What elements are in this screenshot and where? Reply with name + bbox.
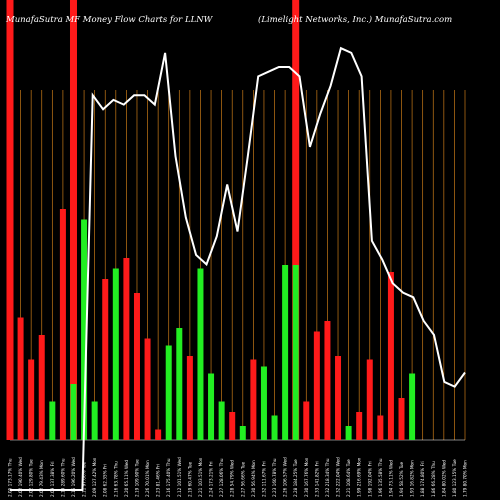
volume-bar: [133, 293, 140, 440]
volume-bar: [144, 338, 151, 440]
volume-bar: [197, 268, 204, 440]
volume-bar: [313, 331, 320, 440]
x-tick-label: 2.05 173.17% Thu: [8, 458, 13, 497]
x-tick-label: 2.23 160.78% Thu: [272, 458, 277, 497]
volume-bar: [81, 219, 88, 440]
x-tick-label: 1.88 174.80% Fri: [420, 461, 425, 497]
volume-bar: [303, 401, 310, 440]
x-tick-label: 1.96 135.58% Thu: [378, 458, 383, 497]
x-tick-label: 2.20 65.11% Wed: [124, 460, 129, 497]
volume-bar: [260, 366, 267, 440]
x-tick-label: 1.93 16.82% Mon: [410, 460, 415, 497]
highlight-column: [292, 0, 300, 440]
volume-bar: [229, 412, 236, 440]
x-tick-label: 2.27 128.06% Thu: [219, 458, 224, 497]
volume-bar: [155, 429, 162, 440]
price-line: [10, 46, 466, 491]
x-tick-label: 2.23 81.46% Fri: [156, 464, 161, 497]
volume-bar: [186, 356, 193, 440]
volume-bar: [398, 398, 405, 440]
x-tick-label: 1.98 192.04% Fri: [367, 461, 372, 497]
volume-bar: [409, 373, 416, 440]
x-tick-label: 2.12 101.51% Wed: [177, 457, 182, 497]
volume-bar: [282, 265, 289, 440]
volume-bar: [271, 415, 278, 440]
x-tick-label: 2.33 141.82% Fri: [314, 461, 319, 497]
x-tick-label: 2.32 218.34% Thu: [325, 458, 330, 497]
x-tick-label: 1.94 73.11% Wed: [388, 460, 393, 497]
volume-bar: [38, 335, 45, 440]
x-tick-label: 1.80 123.15% Tue: [452, 459, 457, 497]
x-tick-label: 2.26 70.01% Mon: [145, 460, 150, 497]
volume-bar: [112, 268, 119, 440]
x-tick-label: 2.24 173.21% Fri: [209, 461, 214, 497]
grid-lines: [9, 90, 466, 441]
volume-bar: [91, 401, 98, 440]
x-tick-label: 1.86 66.28% Thu: [431, 461, 436, 497]
highlight-column: [69, 0, 77, 440]
x-tick-label: 2.19 289.60% Thu: [60, 458, 65, 497]
x-tick-label: 2.30 56.94% Mon: [251, 460, 256, 497]
volume-bar: [59, 209, 66, 440]
x-tick-label: 2.28 54.79% Wed: [230, 460, 235, 497]
volume-bar: [17, 317, 24, 440]
header-right: (Limelight Networks, Inc.) MunafaSutra.c…: [258, 14, 452, 25]
volume-bar: [366, 359, 373, 440]
volume-bar: [377, 415, 384, 440]
volume-bar: [218, 401, 225, 440]
x-tick-label: 2.28 184.25% Tue: [293, 459, 298, 497]
volume-bar: [176, 328, 183, 440]
x-tick-label: 2.16 175.40% Thu: [166, 458, 171, 497]
volume-bar: [70, 384, 77, 440]
highlight-column: [6, 0, 14, 440]
volume-bar: [387, 272, 394, 440]
x-tick-label: 2.08 62.35% Fri: [103, 464, 108, 497]
volume-bar: [102, 279, 109, 440]
x-tick-label: 2.02 129.80% Tue: [29, 459, 34, 497]
x-tick-label: 2.15 196.20% Wed: [71, 457, 76, 497]
volume-bar: [345, 426, 352, 440]
x-tick-label: 2.09 137.38% Fri: [50, 461, 55, 497]
x-tick-label: 2.19 109.90% Tue: [134, 459, 139, 497]
volume-bar: [123, 258, 130, 440]
volume-bar: [49, 401, 56, 440]
x-tick-label: 2.32 222.04% Wed: [336, 457, 341, 497]
x-tick-label: 1.99 216.69% Mon: [357, 457, 362, 497]
x-tick-label: 2.21 108.64% Tue: [346, 459, 351, 497]
volume-bar: [335, 356, 342, 440]
volume-bar: [356, 412, 363, 440]
x-tick-label: 2.02 190.40% Wed: [18, 457, 23, 497]
x-tick-label: 2.30 167.76% Mon: [304, 457, 309, 497]
volume-bar: [28, 359, 35, 440]
volume-bar: [239, 426, 246, 440]
volume-bar: [165, 345, 172, 440]
highlight-columns: [6, 0, 300, 440]
x-tick-label: 1.94 58.52% Tue: [399, 461, 404, 497]
x-axis-labels: 2.05 173.17% Thu 2.02 190.40% Wed 2.02 129…: [8, 457, 468, 497]
x-tick-label: 2.27 56.66% Tue: [240, 461, 245, 497]
price-line-layer: [10, 46, 466, 491]
x-tick-label: 2.16 63.78% Thu: [113, 461, 118, 497]
x-tick-label: 2.19 60.47% Tue: [187, 461, 192, 497]
x-tick-label: 1.84 80.02% Wed: [441, 460, 446, 497]
x-tick-label: 1.79 80.70% Mon: [463, 460, 468, 497]
volume-bar: [208, 373, 215, 440]
volume-bar: [250, 359, 257, 440]
x-tick-label: 2.32 111.67% Fri: [261, 461, 266, 497]
x-tick-label: 2.11 97.66% Tue: [82, 461, 87, 497]
header-left: MunafaSutra MF Money Flow Charts for LLN…: [5, 15, 214, 25]
volume-bars: [17, 209, 416, 440]
volume-bar: [292, 265, 299, 440]
volume-bar: [324, 321, 331, 440]
x-tick-label: 2.09 127.42% Mon: [92, 457, 97, 497]
x-tick-label: 2.21 103.51% Mon: [198, 457, 203, 497]
x-tick-label: 2.02 79.43% Mon: [39, 460, 44, 497]
x-tick-label: 2.26 106.57% Wed: [283, 457, 288, 497]
